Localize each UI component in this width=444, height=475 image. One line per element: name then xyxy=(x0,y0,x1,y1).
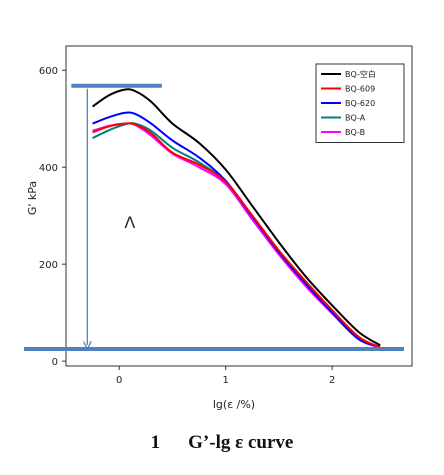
legend-label: BQ-空白 xyxy=(345,69,376,79)
annotation-layer: Λ xyxy=(24,83,404,352)
legend: BQ-空白 BQ-609 BQ-620 BQ-A BQ-B xyxy=(315,63,405,143)
figure-caption-text: G’-lg ε curve xyxy=(188,432,294,453)
figure-number: 1 xyxy=(150,432,161,453)
annotation-symbol: Λ xyxy=(124,213,135,232)
series-line xyxy=(92,122,381,349)
legend-label: BQ-A xyxy=(345,114,366,123)
y-tick-label: 400 xyxy=(39,163,58,174)
series-line xyxy=(92,111,381,348)
series-line xyxy=(92,122,381,349)
x-axis-title: lg(ε /%) xyxy=(213,398,255,411)
legend-label: BQ-609 xyxy=(345,85,375,94)
legend-label: BQ-B xyxy=(345,128,365,137)
legend-label: BQ-620 xyxy=(345,99,375,108)
x-tick-label: 0 xyxy=(116,375,122,386)
x-tick-label: 2 xyxy=(329,375,335,386)
y-tick-label: 600 xyxy=(39,66,58,77)
y-tick-label: 0 xyxy=(52,357,58,368)
x-tick-label: 1 xyxy=(223,375,229,386)
figure-caption: 1 G’-lg ε curve xyxy=(0,432,444,454)
legend-box xyxy=(315,63,405,143)
y-tick-label: 200 xyxy=(39,260,58,271)
series-layer xyxy=(92,88,381,349)
plot-border xyxy=(65,45,413,367)
series-line xyxy=(92,88,381,347)
axes: 0 200 400 600 0 1 2 xyxy=(39,66,335,386)
y-axis-title: G' kPa xyxy=(26,181,39,215)
plot-frame xyxy=(65,45,413,367)
